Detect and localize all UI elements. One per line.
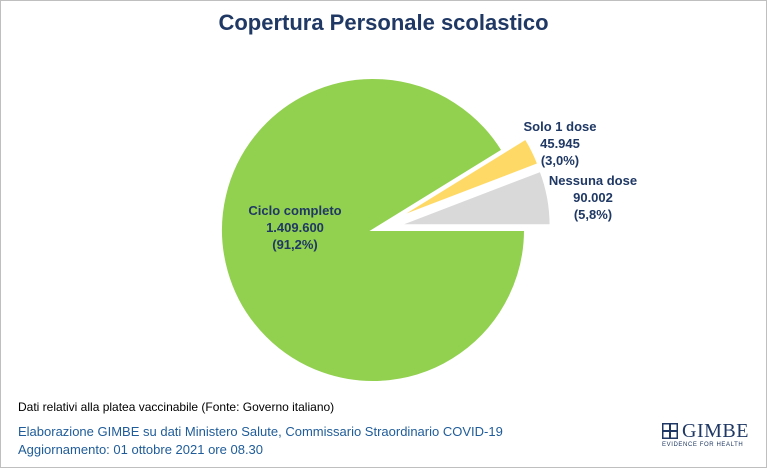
updated-text: Aggiornamento: 01 ottobre 2021 ore 08.30 xyxy=(18,442,264,457)
slice-label-percent: (5,8%) xyxy=(573,207,613,222)
slice-label-percent: (91,2%) xyxy=(272,237,318,252)
slice-label-name: Ciclo completo xyxy=(248,203,342,218)
slice-label-value: 90.002 xyxy=(573,190,613,205)
data-note: Dati relativi alla platea vaccinabile (F… xyxy=(18,400,335,414)
gimbe-grid-icon xyxy=(662,423,678,439)
logo-name: GIMBE xyxy=(682,420,749,442)
slice-label-name: Nessuna dose xyxy=(548,173,638,188)
label-solo-1-dose: Solo 1 dose 45.945 (3,0%) xyxy=(510,118,610,169)
logo-tagline: EVIDENCE FOR HEALTH xyxy=(662,442,744,448)
slice-nessuna-dose xyxy=(398,169,552,227)
slice-label-value: 45.945 xyxy=(540,136,580,151)
gimbe-logo: GIMBE EVIDENCE FOR HEALTH xyxy=(662,420,754,448)
chart-title: Copertura Personale scolastico xyxy=(218,10,549,35)
slice-ciclo-completo xyxy=(220,77,527,383)
label-ciclo-completo: Ciclo completo 1.409.600 (91,2%) xyxy=(230,202,360,253)
source-text: Elaborazione GIMBE su dati Ministero Sal… xyxy=(18,424,503,439)
slice-label-value: 1.409.600 xyxy=(266,220,324,235)
slice-label-percent: (3,0%) xyxy=(540,153,580,168)
slice-solo-1-dose xyxy=(395,137,540,220)
label-nessuna-dose: Nessuna dose 90.002 (5,8%) xyxy=(538,172,648,223)
slice-label-name: Solo 1 dose xyxy=(523,119,597,134)
